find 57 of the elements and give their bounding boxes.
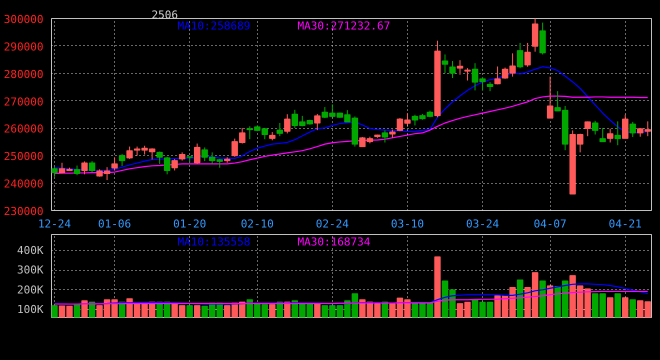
candlestick: [284, 114, 290, 134]
candlestick: [74, 165, 80, 176]
y-tick-label: 270000: [4, 95, 44, 108]
candlestick: [276, 122, 283, 137]
candlestick: [449, 60, 456, 79]
candlestick: [314, 113, 321, 131]
y-tick-label: 100K: [17, 303, 44, 316]
candlestick: [111, 156, 118, 171]
text: MA30:271232.67: [298, 20, 390, 32]
x-tick-label: 01-20: [173, 218, 206, 230]
candlestick: [464, 68, 471, 81]
y-tick-label: 300000: [4, 13, 44, 26]
chart-title: 2506: [152, 8, 178, 22]
candlestick: [494, 66, 501, 85]
candlestick: [592, 120, 598, 136]
y-tick-label: 400K: [17, 244, 44, 257]
candlestick: [88, 160, 96, 173]
text: MA30:168734: [298, 236, 371, 248]
x-tick-label: 02-24: [316, 218, 350, 230]
candlestick: [622, 114, 628, 139]
candlestick: [442, 54, 448, 74]
y-tick-label: 250000: [4, 150, 44, 164]
candlestick: [118, 153, 126, 167]
x-tick-label: 03-10: [390, 218, 424, 230]
candlestick: [382, 130, 388, 143]
candlestick: [456, 60, 464, 76]
candlestick: [81, 160, 88, 175]
y-tick-label: 200K: [17, 283, 44, 296]
line-series: [54, 290, 648, 305]
candlestick: [532, 18, 538, 52]
y-tick-label: 240000: [4, 178, 44, 191]
candlestick: [486, 82, 494, 92]
candlestick: [539, 22, 546, 55]
candlestick: [524, 42, 531, 68]
candlestick: [171, 158, 178, 171]
candlestick: [584, 120, 591, 137]
y-tick-label: 290000: [4, 40, 44, 54]
text: MA10:135558: [178, 236, 250, 248]
candlestick: [516, 42, 524, 69]
candlestick: [52, 166, 58, 178]
candlestick: [546, 76, 554, 119]
candlestick: [614, 120, 621, 146]
x-tick-label: 01-06: [98, 218, 132, 230]
candlestick: [599, 127, 606, 142]
x-tick-label: 02-10: [240, 218, 274, 230]
y-tick-label: 300K: [17, 264, 44, 277]
y-tick-label: 280000: [4, 68, 44, 81]
y-tick-label: 260000: [4, 122, 44, 136]
text: MA10:258689: [178, 20, 250, 32]
y-tick-label: 230000: [4, 205, 44, 218]
candlestick: [194, 143, 200, 164]
candlestick: [630, 121, 636, 138]
x-tick-label: 04-07: [534, 218, 567, 230]
x-tick-label: 03-24: [466, 218, 500, 230]
x-tick-label: 12-24: [38, 218, 72, 230]
candlestick: [606, 128, 614, 143]
x-tick-label: 04-21: [608, 218, 642, 230]
